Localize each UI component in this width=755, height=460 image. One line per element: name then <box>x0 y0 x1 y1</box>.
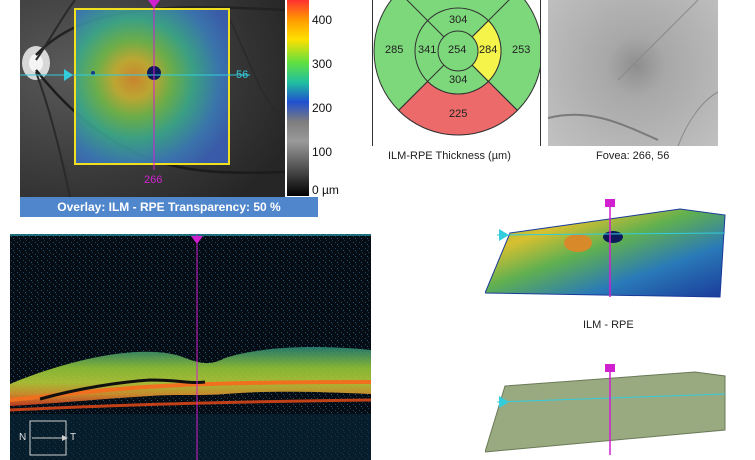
bscan-nasal-label: N <box>19 432 27 443</box>
fundus-overlay-panel[interactable]: 56 266 <box>20 0 285 197</box>
etdrs-outer-nasal-value: 285 <box>385 44 404 56</box>
fovea-caption: Fovea: 266, 56 <box>596 150 670 162</box>
overlay-banner: Overlay: ILM - RPE Transparency: 50 % <box>20 197 318 217</box>
fovea-fundus-image[interactable] <box>548 0 718 146</box>
etdrs-right-divider <box>540 0 541 146</box>
fundus-x-marker-label: 266 <box>144 174 163 186</box>
etdrs-inner-nasal-value: 341 <box>418 44 437 56</box>
etdrs-grid <box>373 0 540 136</box>
colorbar-tick-200: 200 <box>312 101 333 115</box>
surface-3d-rpe-image <box>485 364 726 455</box>
etdrs-inner-superior-value: 304 <box>449 14 468 26</box>
etdrs-outer-inferior-value: 225 <box>449 108 468 120</box>
thickness-colorbar <box>287 0 309 196</box>
colorbar-tick-0: 0 µm <box>312 183 339 197</box>
bscan-temporal-label: T <box>70 432 77 443</box>
fundus-overlay-image <box>20 0 285 197</box>
surface-3d-caption: ILM - RPE <box>583 319 634 331</box>
fundus-y-marker-label: 56 <box>236 69 249 81</box>
surface-3d-rpe[interactable] <box>485 360 755 460</box>
fovea-vessels <box>548 0 718 146</box>
etdrs-inner-inferior-value: 304 <box>449 74 468 86</box>
colorbar-tick-100: 100 <box>312 145 333 159</box>
oct-bscan-image <box>10 234 371 460</box>
etdrs-left-divider <box>372 0 373 146</box>
etdrs-center-value: 254 <box>448 44 467 56</box>
colorbar-tick-400: 400 <box>312 13 333 27</box>
etdrs-inner-temporal-value: 284 <box>479 44 498 56</box>
etdrs-caption: ILM-RPE Thickness (µm) <box>388 150 511 162</box>
oct-bscan[interactable]: N T <box>10 234 371 460</box>
etdrs-outer-temporal-value: 253 <box>512 44 531 56</box>
surface-3d-thickness[interactable] <box>485 195 755 305</box>
colorbar-tick-300: 300 <box>312 57 333 71</box>
etdrs-thickness-map[interactable]: 254 304 341 284 304 285 253 225 <box>373 0 540 146</box>
surface-3d-thickness-image <box>485 199 726 298</box>
